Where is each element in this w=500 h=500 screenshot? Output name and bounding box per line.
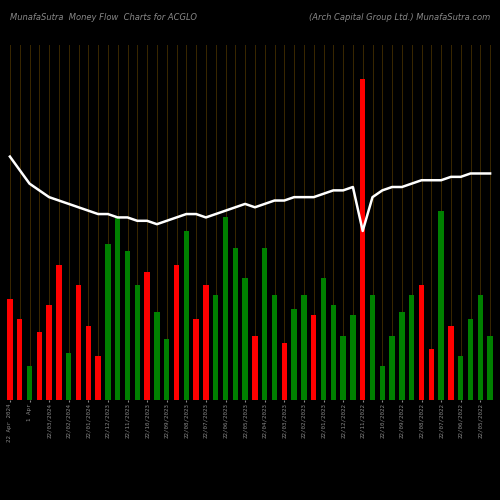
Bar xyxy=(380,366,385,400)
Bar xyxy=(66,352,71,400)
Text: MunafaSutra  Money Flow  Charts for ACGLO: MunafaSutra Money Flow Charts for ACGLO xyxy=(10,12,197,22)
Bar xyxy=(7,298,12,400)
Bar xyxy=(419,285,424,400)
Bar xyxy=(46,306,52,400)
Bar xyxy=(232,248,238,400)
Bar xyxy=(438,210,444,400)
Bar xyxy=(282,342,287,400)
Bar xyxy=(458,356,464,400)
Bar xyxy=(468,319,473,400)
Bar xyxy=(96,356,101,400)
Bar xyxy=(134,285,140,400)
Bar xyxy=(164,339,170,400)
Bar xyxy=(125,251,130,400)
Bar xyxy=(115,218,120,400)
Bar xyxy=(56,265,62,400)
Bar xyxy=(488,336,493,400)
Bar xyxy=(252,336,258,400)
Bar xyxy=(330,306,336,400)
Bar xyxy=(340,336,346,400)
Bar xyxy=(399,312,404,400)
Bar xyxy=(262,248,268,400)
Bar xyxy=(448,326,454,400)
Bar xyxy=(272,295,277,400)
Bar xyxy=(242,278,248,400)
Bar xyxy=(194,319,199,400)
Bar xyxy=(36,332,42,400)
Bar xyxy=(360,79,366,400)
Bar xyxy=(311,316,316,400)
Text: (Arch Capital Group Ltd.) MunafaSutra.com: (Arch Capital Group Ltd.) MunafaSutra.co… xyxy=(309,12,490,22)
Bar xyxy=(428,350,434,400)
Bar xyxy=(17,319,22,400)
Bar xyxy=(154,312,160,400)
Bar xyxy=(370,295,375,400)
Bar xyxy=(350,316,356,400)
Bar xyxy=(27,366,32,400)
Bar xyxy=(478,295,483,400)
Bar xyxy=(213,295,218,400)
Bar xyxy=(86,326,91,400)
Bar xyxy=(409,295,414,400)
Bar xyxy=(174,265,179,400)
Bar xyxy=(223,218,228,400)
Bar xyxy=(184,231,189,400)
Bar xyxy=(105,244,110,400)
Bar xyxy=(292,308,297,400)
Bar xyxy=(321,278,326,400)
Bar xyxy=(390,336,395,400)
Bar xyxy=(144,272,150,400)
Bar xyxy=(76,285,81,400)
Bar xyxy=(203,285,208,400)
Bar xyxy=(301,295,306,400)
